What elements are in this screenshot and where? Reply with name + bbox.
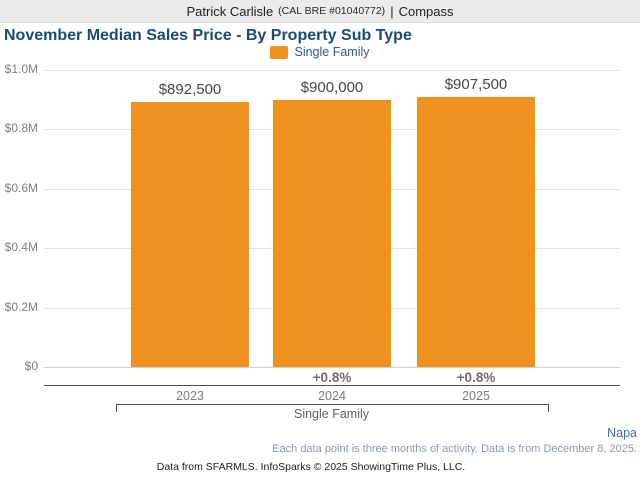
bar-value-label: $892,500 [158,81,222,98]
bar-2024[interactable] [273,100,391,367]
y-axis-tick-label: $0 [24,359,38,373]
x-axis-label-2024: 2024 [318,389,346,403]
brokerage-name: Compass [398,3,454,19]
bar-2023[interactable] [131,102,249,367]
attribution-credit: Data from SFARMLS. InfoSparks © 2025 Sho… [156,461,466,473]
gridline-$0 [44,367,620,368]
gridline-$1.0M [44,70,620,71]
data-note: Each data point is three months of activ… [272,443,637,455]
header-separator: | [390,3,394,19]
change-percent-label: +0.8% [456,370,496,385]
x-axis-line [44,385,620,386]
change-percent-label: +0.8% [312,370,352,385]
group-label: Single Family [293,407,370,421]
bar-2025[interactable] [417,97,535,367]
category-group-bracket [116,404,549,412]
bar-value-label: $900,000 [300,79,364,96]
y-axis-tick-label: $0.8M [4,121,38,135]
legend: Single Family [0,44,640,60]
region-label: Napa [607,426,637,440]
legend-swatch-single-family [270,45,289,59]
chart-title: November Median Sales Price - By Propert… [4,27,412,44]
header-bar: Patrick Carlisle (CAL BRE #01040772) | C… [0,0,640,23]
y-axis-tick-label: $0.6M [4,181,38,195]
agent-name: Patrick Carlisle [186,3,274,19]
legend-label: Single Family [294,45,370,59]
y-axis-tick-label: $0.2M [4,300,38,314]
y-axis-tick-label: $1.0M [4,62,38,76]
x-axis-label-2025: 2025 [462,389,490,403]
y-axis-tick-label: $0.4M [4,240,38,254]
bar-value-label: $907,500 [444,76,508,93]
agent-license: (CAL BRE #01040772) [278,5,386,17]
x-axis-label-2023: 2023 [176,389,204,403]
